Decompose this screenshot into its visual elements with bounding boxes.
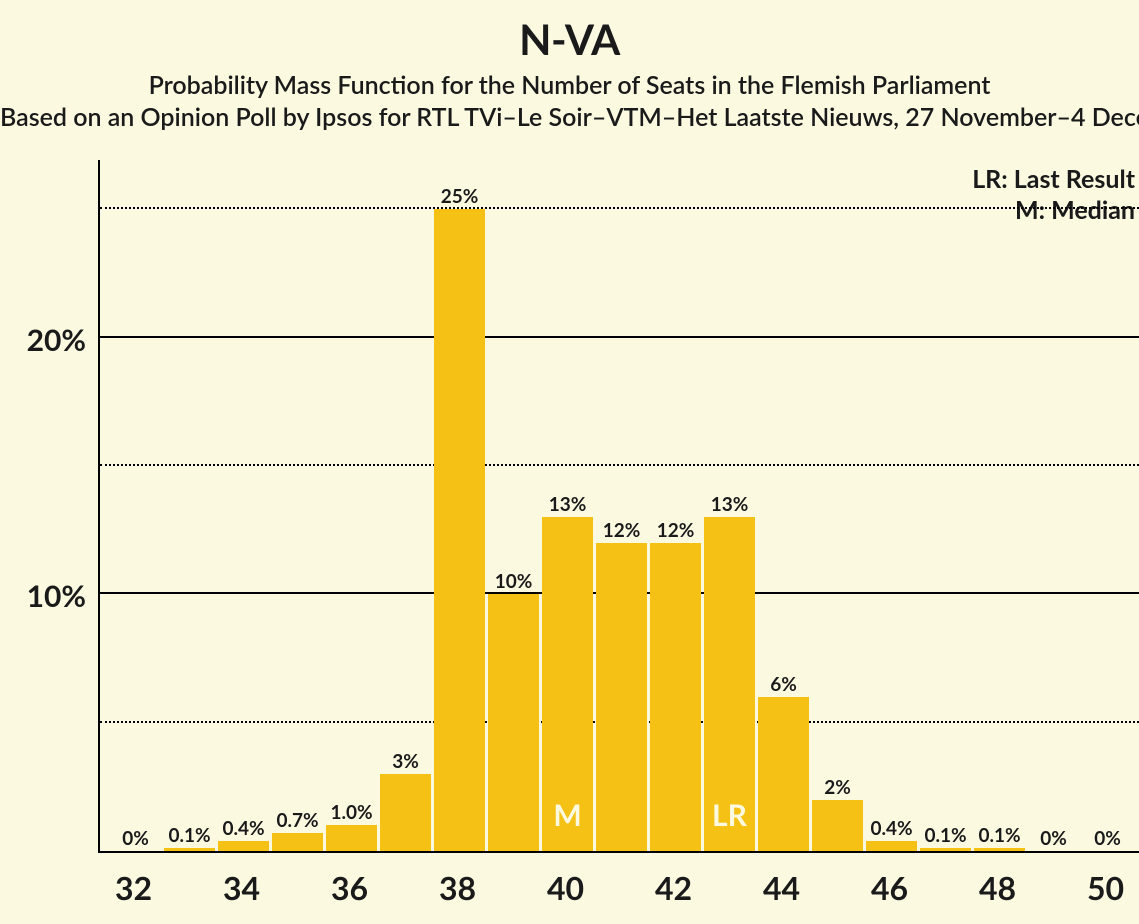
x-axis-tick-label: 48	[979, 868, 1016, 907]
chart-title: N-VA	[0, 0, 1139, 64]
chart-source-line: Based on an Opinion Poll by Ipsos for RT…	[0, 102, 1139, 132]
bar-value-label: 3%	[380, 750, 431, 773]
bar: 0.1%	[164, 848, 215, 851]
bar: 10%	[488, 594, 539, 851]
plot-area: LR: Last Result M: Median 0%0.1%0.4%0.7%…	[98, 160, 1139, 853]
bar-marker-label: LR	[704, 797, 755, 833]
bar-value-label: 0.7%	[272, 809, 323, 832]
bar-value-label: 2%	[812, 776, 863, 799]
x-axis-tick-label: 38	[439, 868, 476, 907]
bar-value-label: 0%	[1028, 827, 1079, 850]
bar-value-label: 0%	[1082, 827, 1133, 850]
bar-marker-label: M	[542, 797, 593, 833]
x-axis-tick-label: 46	[871, 868, 908, 907]
chart-subtitle: Probability Mass Function for the Number…	[0, 70, 1139, 100]
bar: 12%	[596, 543, 647, 851]
bar-value-label: 0.4%	[866, 817, 917, 840]
bar-value-label: 1.0%	[326, 801, 377, 824]
bar: 13%LR	[704, 517, 755, 851]
bar-value-label: 13%	[542, 493, 593, 516]
x-axis-tick-label: 44	[763, 868, 800, 907]
bar-value-label: 0.1%	[920, 824, 971, 847]
y-axis-tick-label: 20%	[0, 322, 86, 358]
x-axis-tick-label: 34	[223, 868, 260, 907]
bar-value-label: 13%	[704, 493, 755, 516]
bar-value-label: 10%	[488, 570, 539, 593]
bar-value-label: 6%	[758, 673, 809, 696]
bar: 3%	[380, 774, 431, 851]
bar-value-label: 25%	[434, 185, 485, 208]
bar-value-label: 0%	[110, 827, 161, 850]
bar: 6%	[758, 697, 809, 851]
bar: 0.1%	[974, 848, 1025, 851]
bar: 12%	[650, 543, 701, 851]
chart-area: LR: Last Result M: Median 0%0.1%0.4%0.7%…	[0, 160, 1139, 920]
bar: 0.1%	[920, 848, 971, 851]
gridline-dotted	[100, 464, 1139, 466]
bar: 1.0%	[326, 825, 377, 851]
bar: 2%	[812, 800, 863, 851]
y-axis-tick-label: 10%	[0, 578, 86, 614]
x-axis-tick-label: 40	[547, 868, 584, 907]
bar: 25%	[434, 209, 485, 851]
bar-value-label: 12%	[596, 519, 647, 542]
x-axis-tick-label: 42	[655, 868, 692, 907]
legend-lr: LR: Last Result	[972, 164, 1135, 195]
x-axis-tick-label: 50	[1087, 868, 1124, 907]
x-axis-tick-label: 32	[115, 868, 152, 907]
bar: 0.7%	[272, 833, 323, 851]
x-axis-tick-label: 36	[331, 868, 368, 907]
gridline-solid	[100, 336, 1139, 338]
bar-value-label: 0.1%	[164, 824, 215, 847]
gridline-dotted	[100, 207, 1139, 209]
bar-value-label: 12%	[650, 519, 701, 542]
legend: LR: Last Result M: Median	[972, 164, 1139, 227]
bar: 0.4%	[218, 841, 269, 851]
bar: 0.4%	[866, 841, 917, 851]
bar-value-label: 0.4%	[218, 817, 269, 840]
legend-m: M: Median	[972, 195, 1135, 226]
bar-value-label: 0.1%	[974, 824, 1025, 847]
bar: 13%M	[542, 517, 593, 851]
